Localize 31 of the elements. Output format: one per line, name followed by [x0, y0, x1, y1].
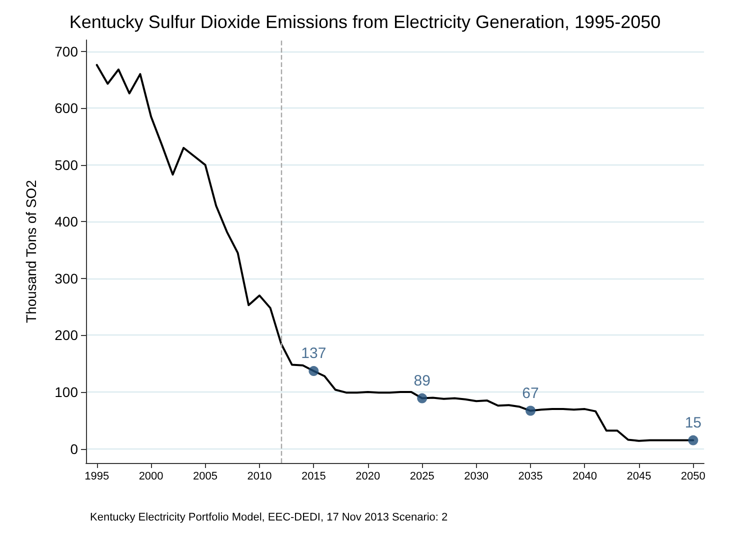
x-tick-label: 2010 [247, 470, 272, 482]
chart-title: Kentucky Sulfur Dioxide Emissions from Electricity Generation, 1995-2050 [69, 12, 661, 32]
y-tick-label: 300 [54, 270, 78, 286]
x-tick-label: 1995 [84, 470, 110, 482]
x-tick-label: 2035 [518, 470, 543, 482]
x-tick-label: 2050 [680, 470, 706, 482]
x-tick-label: 2045 [626, 470, 652, 482]
x-tick-label: 2025 [410, 470, 434, 482]
point [526, 406, 536, 416]
x-tick-label: 2005 [193, 470, 218, 482]
x-tick-label: 2030 [464, 470, 489, 482]
x-tick-label: 2040 [572, 470, 597, 482]
data-label: 89 [414, 372, 430, 390]
y-tick-label: 200 [54, 327, 78, 344]
y-tick-label: 100 [54, 384, 78, 400]
point [688, 435, 698, 446]
data-label: 67 [522, 384, 539, 402]
y-tick-label: 500 [54, 156, 78, 173]
y-tick-label: 600 [54, 100, 78, 116]
text: Kentucky Electricity Portfolio Model, EEC-DEDI, 17 Nov 2013 Scenario: 2 [90, 512, 448, 524]
y-tick-label: 400 [54, 214, 78, 230]
data-label: 137 [301, 345, 326, 362]
x-tick-label: 2000 [138, 470, 164, 482]
x-tick-label: 2015 [301, 470, 326, 482]
point [308, 366, 319, 376]
y-axis-title: Thousand Tons of SO2 [23, 180, 39, 323]
data-label: 15 [684, 414, 702, 432]
point [417, 393, 428, 404]
y-tick-label: 0 [70, 440, 78, 457]
y-tick-label: 700 [54, 43, 78, 60]
x-tick-label: 2020 [356, 470, 380, 482]
